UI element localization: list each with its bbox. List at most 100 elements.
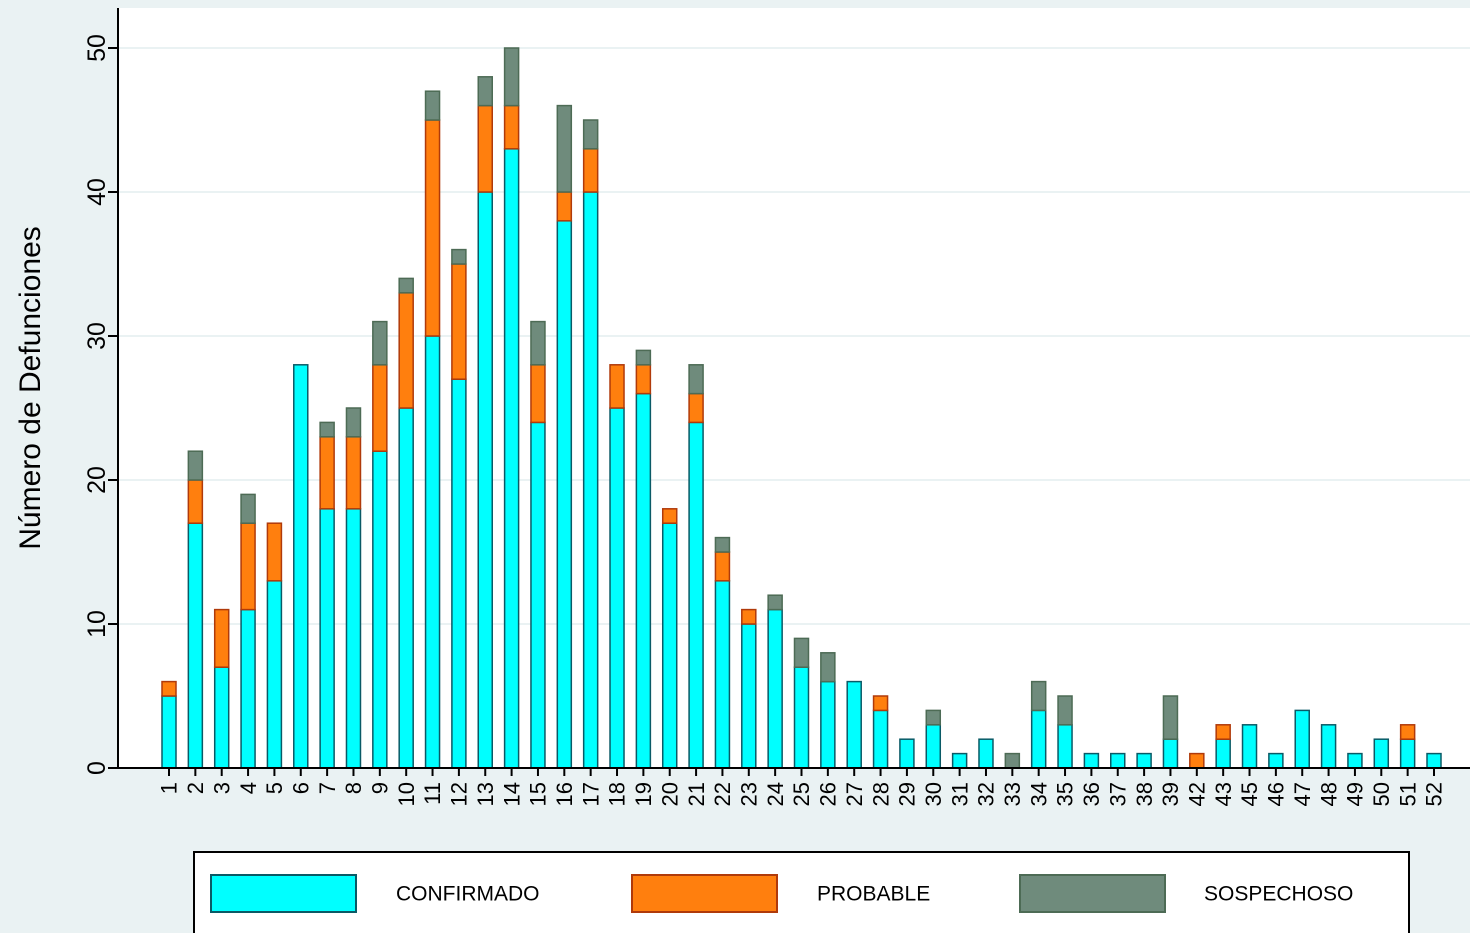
bar-segment	[530, 421, 546, 769]
x-tick-label: 18	[605, 782, 630, 806]
bars	[161, 47, 1442, 769]
x-tick-label: 2	[183, 782, 208, 794]
bar-segment	[503, 47, 520, 107]
bar-segment	[793, 637, 810, 668]
bar-segment	[661, 508, 678, 524]
x-tick-label: 31	[947, 782, 972, 806]
bar-segment	[477, 104, 493, 193]
bar-segment	[187, 522, 204, 769]
bar-segment	[741, 623, 757, 769]
bar-segment	[609, 407, 625, 769]
bar-segment	[793, 666, 810, 769]
bar-segment	[951, 752, 968, 769]
gridlines	[118, 47, 1470, 625]
x-tick-label: 13	[473, 782, 498, 806]
bar-segment	[398, 407, 414, 769]
x-tick-label: 6	[288, 782, 313, 794]
bar-segment	[1320, 724, 1337, 769]
bar-segment	[1399, 724, 1416, 740]
bar-segment	[213, 666, 230, 769]
x-tick-label: 48	[1316, 782, 1341, 806]
x-tick-label: 24	[763, 782, 788, 806]
bar-segment	[477, 76, 493, 107]
bar-segment	[661, 522, 678, 769]
x-tick-label: 38	[1132, 782, 1157, 806]
bar-segment	[846, 680, 862, 769]
x-tick-label: 10	[394, 782, 419, 806]
bar-segment	[820, 652, 836, 683]
bar-segment	[477, 191, 493, 769]
x-tick-label: 36	[1079, 782, 1104, 806]
legend-swatch	[1019, 874, 1166, 913]
x-tick-label: 52	[1422, 782, 1447, 806]
bar-segment	[978, 738, 994, 769]
y-tick-label: 40	[83, 178, 111, 206]
x-tick-label: 4	[236, 782, 261, 794]
bar-segment	[767, 594, 783, 611]
bar-segment	[187, 450, 204, 481]
bar-segment	[688, 392, 704, 424]
bar-segment	[1373, 738, 1390, 769]
bar-segment	[872, 695, 889, 712]
x-tick-label: 34	[1026, 782, 1051, 806]
bar-segment	[187, 479, 204, 524]
x-tick-label: 42	[1185, 782, 1210, 806]
y-tick-label: 50	[83, 34, 111, 62]
bar-segment	[1030, 709, 1047, 769]
bar-segment	[503, 104, 520, 150]
bar-segment	[319, 508, 335, 769]
bar-segment	[1241, 724, 1258, 769]
y-axis-title: Número de Defunciones	[14, 226, 47, 550]
bar-segment	[319, 436, 335, 510]
y-tick-label: 20	[83, 466, 111, 494]
x-tick-label: 32	[974, 782, 999, 806]
bar-segment	[398, 292, 414, 409]
bar-segment	[424, 119, 441, 337]
bar-segment	[424, 335, 441, 769]
x-tick-label: 25	[789, 782, 814, 806]
bar-segment	[240, 493, 256, 524]
bar-segment	[372, 450, 388, 769]
bar-segment	[530, 320, 546, 366]
x-tick-label: 29	[895, 782, 920, 806]
x-tick-label: 49	[1343, 782, 1368, 806]
bar-segment	[582, 119, 599, 150]
x-tick-label: 7	[315, 782, 340, 794]
bar-segment	[925, 724, 942, 769]
bar-segment	[1399, 738, 1416, 769]
bar-segment	[741, 608, 757, 625]
bar-segment	[240, 522, 256, 611]
x-axis-ticks: 1 2 3 4 5 6 7 8 9 10 11 12 13 14 15 16 17 18 19 20 21 22 23 24 2…	[157, 768, 1447, 806]
bar-segment	[1083, 752, 1100, 769]
x-tick-label: 1	[157, 782, 182, 794]
y-tick-label: 30	[83, 322, 111, 350]
bar-segment	[556, 191, 573, 222]
bar-segment	[1004, 752, 1021, 769]
x-tick-label: 45	[1237, 782, 1262, 806]
bar-segment	[714, 536, 731, 553]
legend-swatch	[631, 874, 778, 913]
bar-segment	[635, 364, 652, 395]
bar-segment	[1426, 752, 1442, 769]
bar-segment	[635, 349, 652, 366]
x-tick-label: 17	[578, 782, 603, 806]
bar-segment	[1110, 752, 1126, 769]
bar-segment	[556, 220, 573, 769]
x-tick-label: 22	[710, 782, 735, 806]
bar-segment	[530, 364, 546, 424]
x-tick-label: 19	[631, 782, 656, 806]
x-tick-label: 9	[368, 782, 393, 794]
x-tick-label: 3	[209, 782, 234, 794]
bar-segment	[635, 392, 652, 769]
bar-segment	[345, 407, 362, 438]
bar-segment	[899, 738, 915, 769]
x-tick-label: 5	[262, 782, 287, 794]
x-tick-label: 14	[499, 782, 524, 806]
legend-box	[193, 851, 1410, 933]
bar-segment	[1215, 738, 1231, 769]
bar-segment	[609, 364, 625, 409]
x-tick-label: 30	[921, 782, 946, 806]
bar-segment	[372, 364, 388, 452]
x-tick-label: 50	[1369, 782, 1394, 806]
bar-segment	[872, 709, 889, 769]
